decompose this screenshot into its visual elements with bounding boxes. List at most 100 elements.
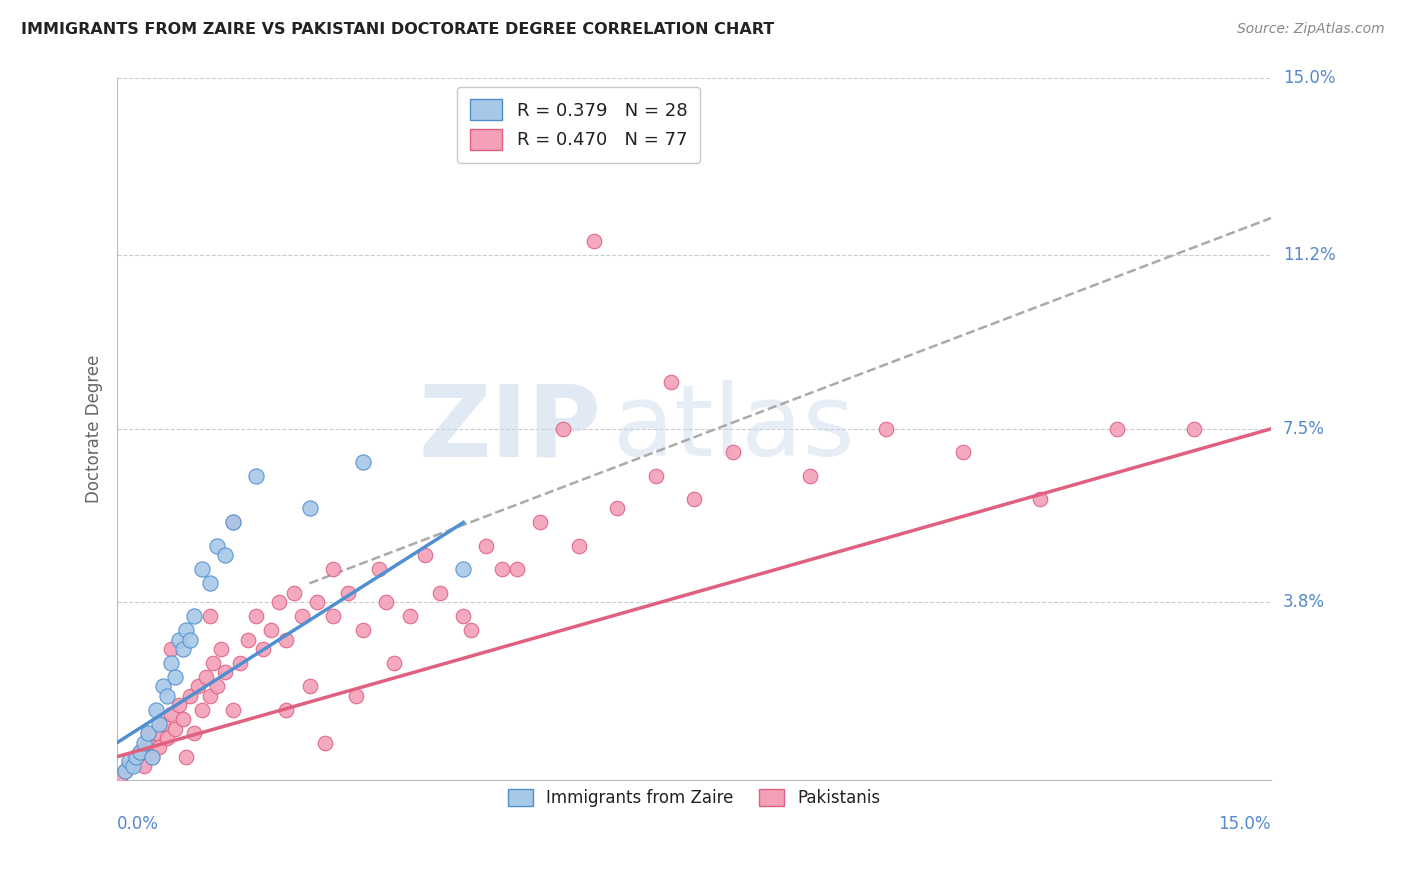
Point xyxy=(276,632,298,647)
Point xyxy=(583,235,606,249)
Point xyxy=(118,755,141,769)
Point xyxy=(163,722,186,736)
Point xyxy=(152,716,174,731)
Point xyxy=(163,670,186,684)
Point xyxy=(214,548,236,562)
Point xyxy=(291,609,314,624)
Point xyxy=(721,445,744,459)
Point xyxy=(283,585,305,599)
Point xyxy=(136,726,159,740)
Point xyxy=(114,764,136,778)
Point xyxy=(179,689,201,703)
Point xyxy=(229,656,252,670)
Point xyxy=(245,609,267,624)
Point xyxy=(183,726,205,740)
Point xyxy=(198,576,221,591)
Point xyxy=(132,735,155,749)
Point xyxy=(952,445,974,459)
Text: 7.5%: 7.5% xyxy=(1282,420,1324,438)
Point xyxy=(205,679,228,693)
Point xyxy=(176,749,198,764)
Point xyxy=(172,641,194,656)
Point xyxy=(121,755,143,769)
Text: IMMIGRANTS FROM ZAIRE VS PAKISTANI DOCTORATE DEGREE CORRELATION CHART: IMMIGRANTS FROM ZAIRE VS PAKISTANI DOCTO… xyxy=(21,22,775,37)
Point xyxy=(214,665,236,680)
Point xyxy=(875,422,897,436)
Point xyxy=(125,749,148,764)
Point xyxy=(202,656,225,670)
Point xyxy=(176,623,198,637)
Text: 15.0%: 15.0% xyxy=(1219,815,1271,833)
Point xyxy=(221,516,243,530)
Point xyxy=(129,745,152,759)
Point xyxy=(156,731,179,745)
Point xyxy=(352,454,374,468)
Point xyxy=(413,548,436,562)
Point xyxy=(506,562,529,576)
Point xyxy=(167,698,190,712)
Point xyxy=(375,595,398,609)
Point xyxy=(307,595,329,609)
Point xyxy=(191,703,214,717)
Text: Source: ZipAtlas.com: Source: ZipAtlas.com xyxy=(1237,22,1385,37)
Point xyxy=(160,656,183,670)
Text: atlas: atlas xyxy=(613,380,855,477)
Point xyxy=(194,670,217,684)
Point xyxy=(221,516,243,530)
Point xyxy=(322,562,344,576)
Point xyxy=(141,749,163,764)
Point xyxy=(205,539,228,553)
Point xyxy=(568,539,591,553)
Point xyxy=(156,689,179,703)
Point xyxy=(152,679,174,693)
Point xyxy=(267,595,290,609)
Point xyxy=(276,703,298,717)
Point xyxy=(336,585,359,599)
Point xyxy=(429,585,451,599)
Point xyxy=(606,501,628,516)
Point xyxy=(260,623,283,637)
Point xyxy=(198,689,221,703)
Point xyxy=(148,740,170,755)
Point xyxy=(553,422,575,436)
Point xyxy=(460,623,482,637)
Point xyxy=(453,609,475,624)
Point xyxy=(145,726,167,740)
Point xyxy=(683,491,706,506)
Point xyxy=(125,749,148,764)
Point xyxy=(160,641,183,656)
Point xyxy=(322,609,344,624)
Point xyxy=(298,679,321,693)
Point xyxy=(110,768,132,782)
Point xyxy=(191,562,214,576)
Point xyxy=(183,609,205,624)
Point xyxy=(187,679,209,693)
Point xyxy=(172,712,194,726)
Point xyxy=(1182,422,1205,436)
Point xyxy=(121,759,143,773)
Point xyxy=(659,375,682,389)
Point xyxy=(129,745,152,759)
Point xyxy=(136,735,159,749)
Point xyxy=(252,641,274,656)
Text: 0.0%: 0.0% xyxy=(117,815,159,833)
Point xyxy=(398,609,420,624)
Point xyxy=(344,689,367,703)
Point xyxy=(475,539,498,553)
Point xyxy=(799,468,821,483)
Point xyxy=(453,562,475,576)
Point xyxy=(1029,491,1052,506)
Point xyxy=(367,562,389,576)
Point xyxy=(179,632,201,647)
Point xyxy=(141,749,163,764)
Point xyxy=(314,735,336,749)
Point xyxy=(644,468,666,483)
Point xyxy=(145,703,167,717)
Point xyxy=(136,726,159,740)
Point xyxy=(114,764,136,778)
Point xyxy=(352,623,374,637)
Point xyxy=(221,703,243,717)
Point xyxy=(529,516,551,530)
Point xyxy=(491,562,513,576)
Point xyxy=(245,468,267,483)
